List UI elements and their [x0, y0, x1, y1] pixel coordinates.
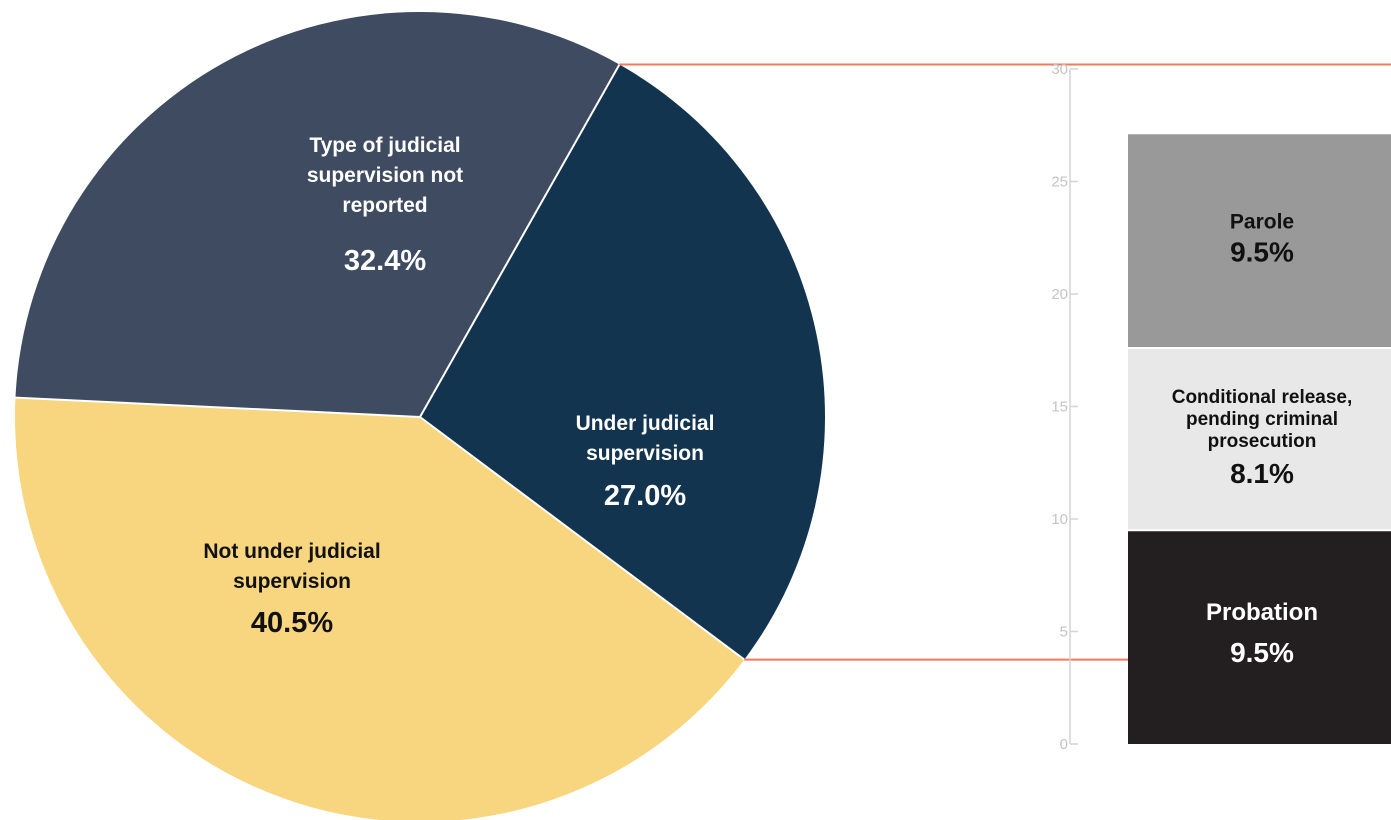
y-tick-label: 25 — [1051, 174, 1068, 191]
pie-label-under-judicial-supervision: Under judicial supervision — [576, 412, 715, 465]
y-tick-label: 0 — [1060, 736, 1068, 753]
bar-label-probation: Probation — [1206, 599, 1318, 626]
pie-label-not-under-judicial-supervision: Not under judicial supervision — [203, 540, 380, 593]
y-tick-label: 20 — [1051, 286, 1068, 303]
stacked-bar: Probation 9.5% Conditional release, pending… — [1128, 134, 1391, 744]
pie-separator — [419, 416, 745, 661]
pie-value-under-judicial-supervision: 27.0% — [604, 480, 686, 512]
bar-segment-conditional-release-pending-criminal-prosecution — [1128, 348, 1391, 531]
pie-slice-type-of-judicial-supervision-not-reported — [15, 12, 620, 418]
pie-label-type-of-judicial-supervision-not-reported: Type of judicial supervision not reported — [307, 134, 463, 217]
y-tick-label: 15 — [1051, 399, 1068, 416]
y-tick-label: 10 — [1051, 511, 1068, 528]
bar-label-parole: Parole — [1230, 211, 1294, 234]
pie-chart: Under judicial supervision 27.0% Not under … — [15, 12, 826, 820]
pie-separator — [15, 396, 421, 418]
pie-separator — [419, 64, 621, 418]
bar-label-conditional-release-pending-criminal-prosecution: Conditional release, pending criminal pros… — [1172, 387, 1353, 452]
y-tick-label: 30 — [1051, 61, 1068, 78]
pie-value-not-under-judicial-supervision: 40.5% — [251, 607, 333, 639]
pie-slice-not-under-judicial-supervision — [15, 397, 745, 820]
bar-segment-probation — [1128, 530, 1391, 744]
pie-slice-under-judicial-supervision — [420, 64, 826, 660]
bar-segment-parole — [1128, 134, 1391, 348]
y-tick-label: 5 — [1060, 624, 1068, 641]
pie-value-type-of-judicial-supervision-not-reported: 32.4% — [344, 245, 426, 277]
y-axis: 0 5 10 15 20 25 30 — [1051, 61, 1078, 753]
bar-value-probation: 9.5% — [1230, 637, 1294, 668]
bar-value-conditional-release-pending-criminal-prosecution: 8.1% — [1230, 458, 1294, 489]
bar-value-parole: 9.5% — [1230, 237, 1294, 268]
